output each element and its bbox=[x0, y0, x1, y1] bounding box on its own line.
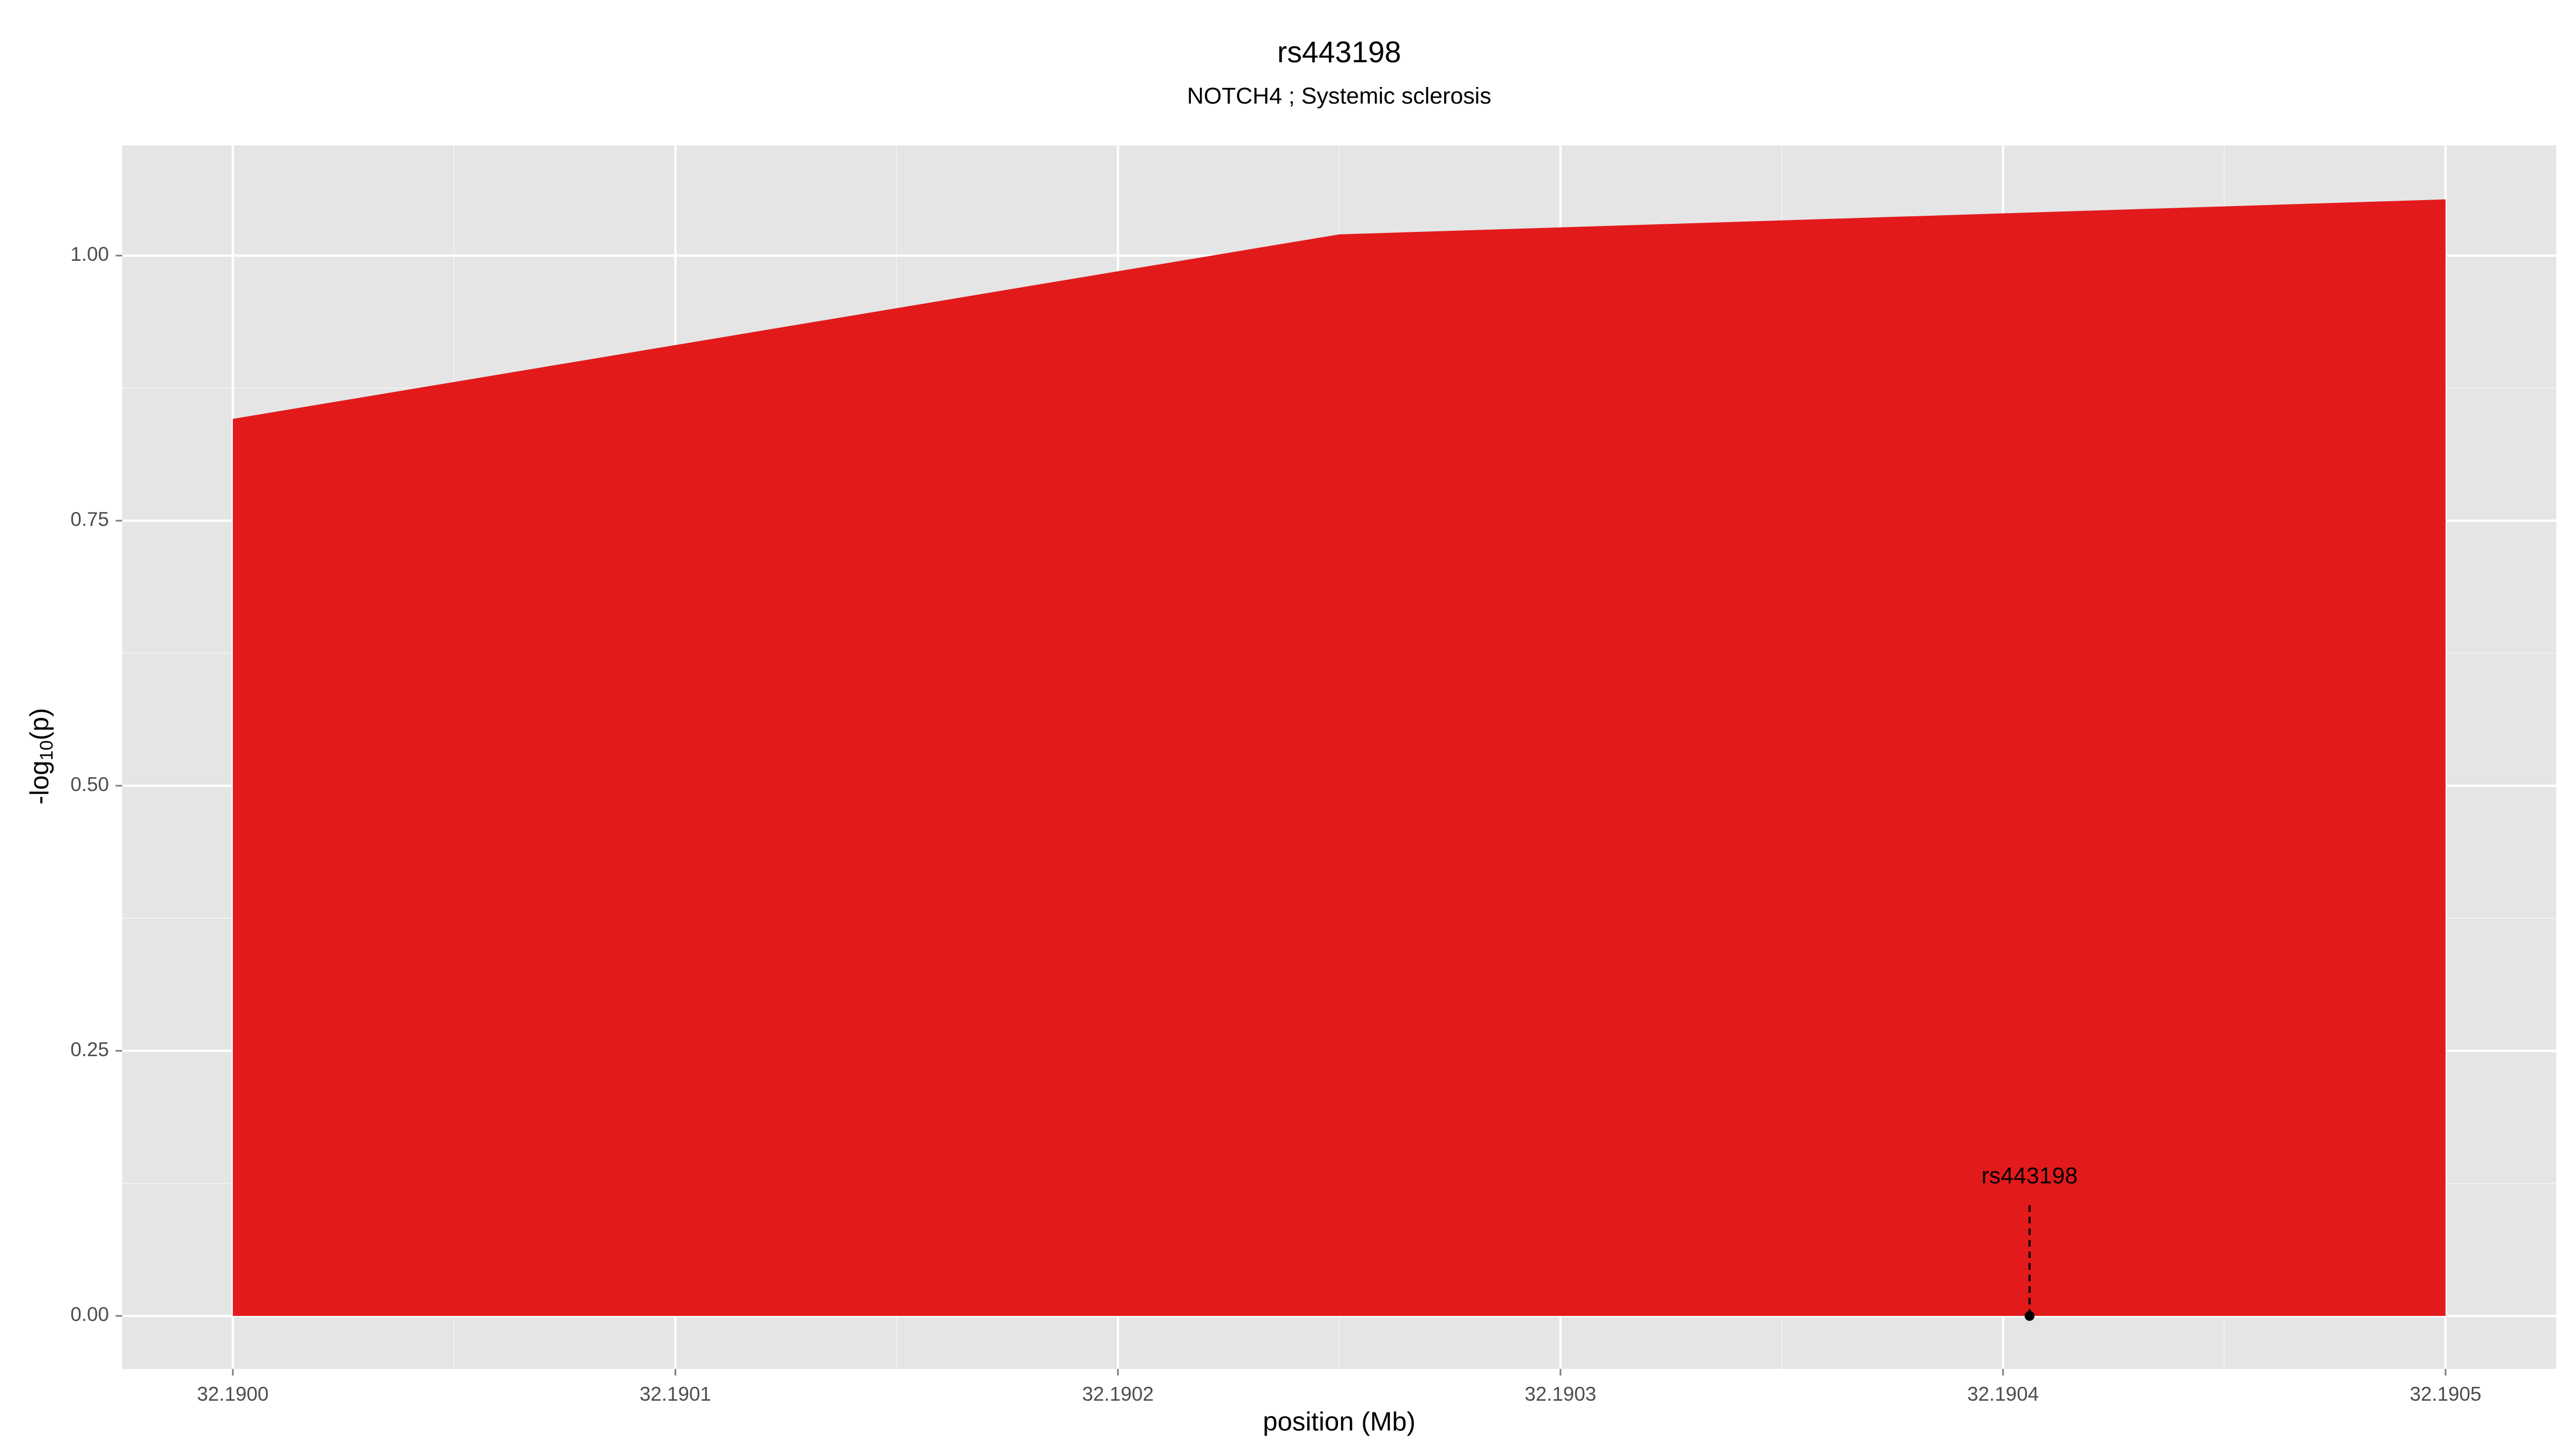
x-tick-label: 32.1904 bbox=[1967, 1383, 2039, 1405]
area bbox=[232, 199, 2446, 1316]
y-axis-title-part: -log bbox=[25, 760, 54, 804]
y-axis-title-part: (p) bbox=[25, 708, 54, 740]
x-tick-label: 32.1901 bbox=[640, 1383, 711, 1405]
y-tick-label: 1.00 bbox=[70, 243, 109, 265]
x-tick-label: 32.1903 bbox=[1525, 1383, 1596, 1405]
x-axis-title: position (Mb) bbox=[1263, 1407, 1415, 1436]
y-tick-label: 0.25 bbox=[70, 1038, 109, 1060]
x-tick-label: 32.1900 bbox=[197, 1383, 268, 1405]
y-tick-label: 0.50 bbox=[70, 773, 109, 795]
annotation-point bbox=[2024, 1311, 2035, 1321]
x-tick-label: 32.1902 bbox=[1082, 1383, 1153, 1405]
chart-title: rs443198 bbox=[1277, 35, 1401, 69]
y-tick-label: 0.75 bbox=[70, 508, 109, 530]
y-axis-title: -log10(p) bbox=[25, 708, 57, 804]
ticks: 32.1900 32.1901 32.1902 32.1903 32.1904 32.19… bbox=[70, 243, 2481, 1405]
annotation-label: rs443198 bbox=[1981, 1163, 2078, 1189]
x-tick-label: 32.1905 bbox=[2410, 1383, 2481, 1405]
y-tick-label: 0.00 bbox=[70, 1304, 109, 1326]
marks: rs443198 bbox=[232, 199, 2446, 1321]
y-axis-title-subscript: 10 bbox=[36, 740, 57, 760]
chart-subtitle: NOTCH4 ; Systemic sclerosis bbox=[1187, 83, 1491, 109]
